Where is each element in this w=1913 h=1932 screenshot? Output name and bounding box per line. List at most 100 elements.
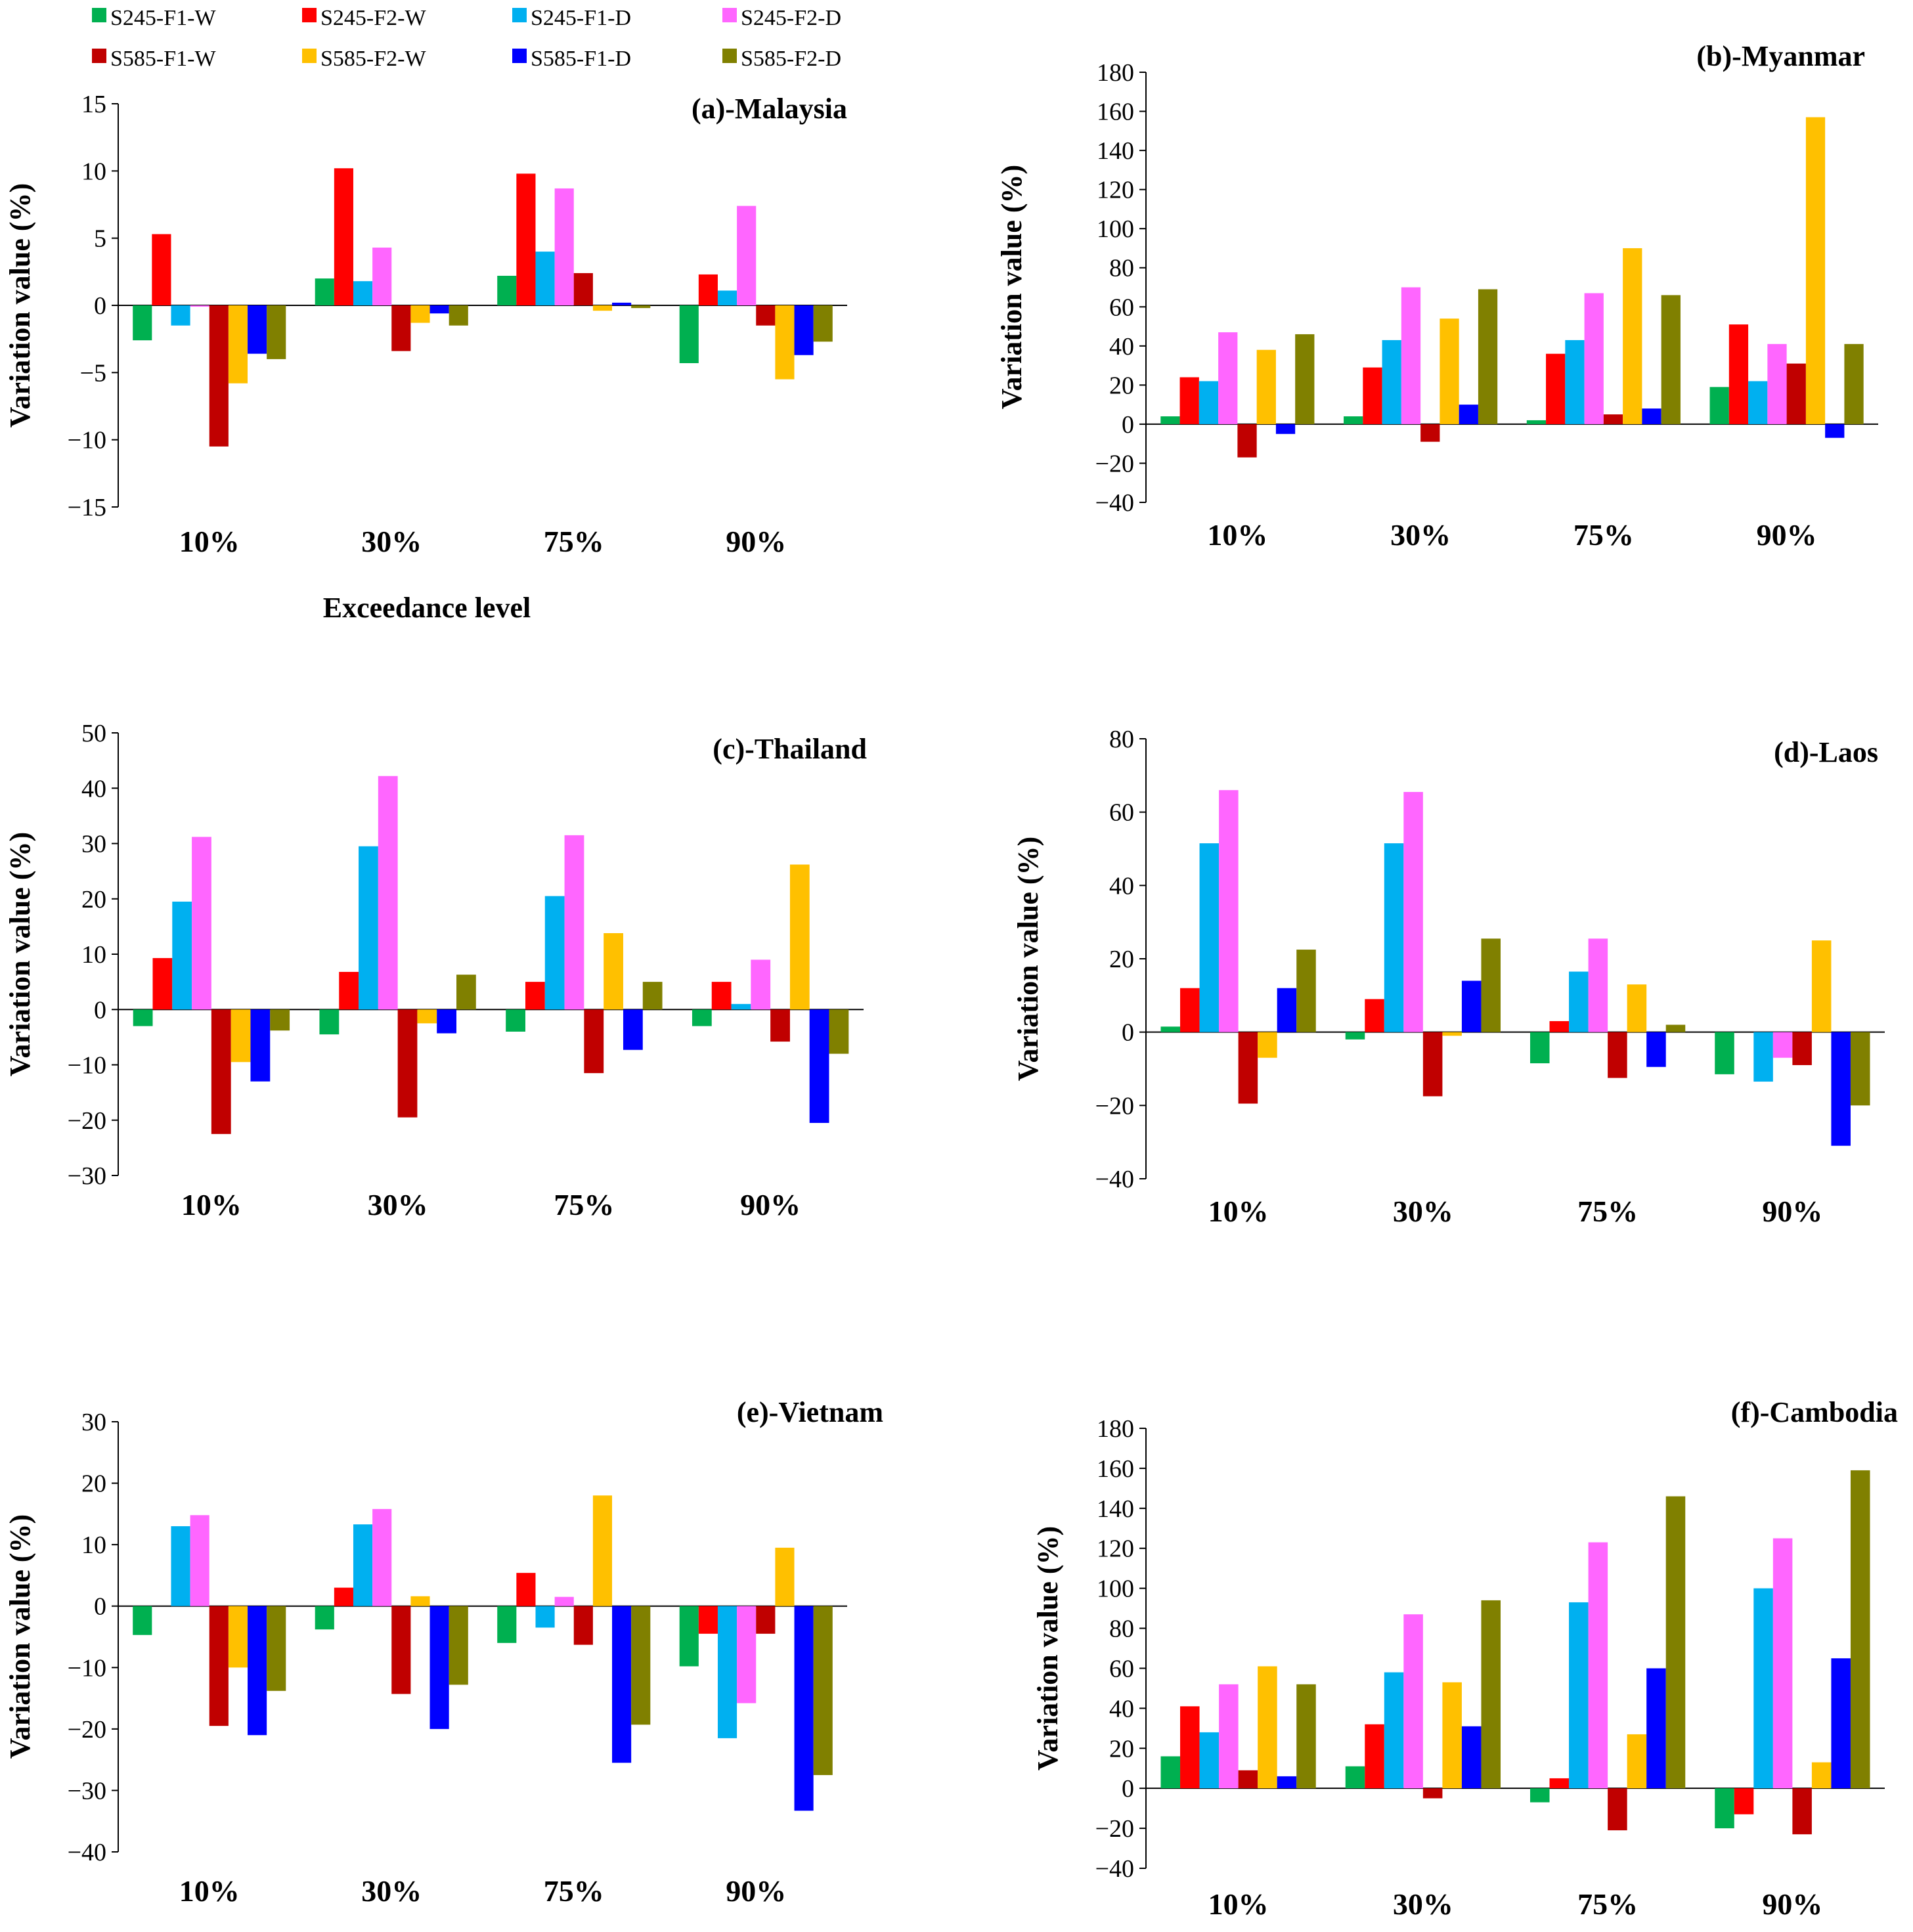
bar-s245-f2-d-30pct — [1403, 1614, 1423, 1789]
legend-swatch — [302, 8, 317, 22]
bar-s585-f1-d-90pct — [794, 305, 814, 355]
bar-s585-f2-d-10pct — [1296, 1684, 1316, 1789]
bar-s585-f2-w-30pct — [410, 1596, 430, 1606]
bar-s585-f2-d-75pct — [1665, 1024, 1686, 1032]
bar-s245-f2-w-30pct — [339, 971, 359, 1010]
bar-s245-f2-w-75pct — [516, 1573, 536, 1606]
bar-s585-f2-d-75pct — [631, 1606, 651, 1725]
x-tick-label: 30% — [1393, 1887, 1453, 1921]
bar-s585-f1-d-75pct — [612, 1606, 632, 1763]
chart-panel-5: −40 −30 −20 −10 0 10 20 30 10% 30% 75% 90% (e)-Vietn… — [4, 1396, 883, 1908]
x-tick-label: 75% — [1577, 1887, 1638, 1921]
y-axis-label: Variation value (%) — [1012, 837, 1044, 1081]
chart-title: (d)-Laos — [1774, 736, 1878, 768]
y-axis-label: Variation value (%) — [996, 165, 1028, 409]
bar-s585-f2-d-75pct — [642, 982, 663, 1010]
bar-s245-f2-d-90pct — [737, 1606, 757, 1703]
bar-s245-f1-d-30pct — [1384, 843, 1404, 1032]
bar-s245-f1-d-75pct — [1569, 1602, 1589, 1789]
y-tick-label: −10 — [68, 427, 106, 454]
bar-s245-f1-d-75pct — [535, 1606, 555, 1628]
chart-title: (c)-Thailand — [713, 733, 867, 765]
y-tick-label: −15 — [68, 494, 106, 521]
bar-s245-f2-w-10pct — [152, 234, 171, 305]
bar-s245-f1-w-30pct — [315, 278, 334, 305]
x-tick-label: 75% — [1573, 518, 1634, 552]
bar-s585-f1-w-90pct — [1786, 363, 1806, 424]
bar-s245-f1-d-90pct — [717, 1606, 737, 1738]
bar-s585-f1-w-90pct — [756, 305, 776, 326]
x-tick-label: 90% — [1762, 1887, 1822, 1921]
bar-s245-f2-w-30pct — [1365, 999, 1384, 1032]
y-tick-label: 20 — [81, 1470, 106, 1498]
chart-title: (f)-Cambodia — [1731, 1396, 1898, 1428]
x-tick-label: 75% — [544, 525, 604, 558]
bar-s245-f2-d-90pct — [737, 206, 757, 305]
bar-s585-f2-d-30pct — [1481, 1600, 1501, 1789]
bar-s585-f2-d-90pct — [1844, 343, 1864, 424]
y-tick-label: 20 — [1109, 1735, 1134, 1763]
bar-s245-f2-d-30pct — [372, 1508, 392, 1606]
x-tick-label: 75% — [554, 1188, 614, 1221]
bar-s245-f2-d-90pct — [1772, 1538, 1793, 1789]
bar-s245-f2-w-75pct — [1546, 353, 1566, 424]
bar-s585-f1-d-30pct — [1461, 980, 1482, 1032]
legend-item-s585-f2-d: S585-F2-D — [722, 47, 841, 71]
y-tick-label: −30 — [68, 1777, 106, 1805]
bar-s245-f2-d-90pct — [1772, 1032, 1793, 1058]
chart-panel-3: −30 −20 −10 0 10 20 30 40 50 10% 30% 75% 90% (c)-Thai… — [4, 720, 867, 1221]
bar-s585-f2-w-10pct — [231, 1009, 251, 1063]
bar-s585-f2-w-10pct — [1258, 1032, 1277, 1058]
x-tick-label: 10% — [1208, 1887, 1269, 1921]
bar-s585-f1-d-75pct — [612, 302, 632, 305]
bar-s585-f1-w-75pct — [584, 1009, 604, 1074]
bar-s245-f1-w-30pct — [1345, 1766, 1365, 1789]
bar-s245-f2-d-75pct — [554, 188, 574, 305]
x-tick-label: 75% — [544, 1874, 604, 1908]
y-tick-label: 160 — [1097, 99, 1134, 126]
bar-s245-f1-w-90pct — [692, 1009, 712, 1026]
bar-s585-f1-d-10pct — [250, 1009, 271, 1082]
y-tick-label: 30 — [81, 1409, 106, 1436]
legend-label: S245-F1-D — [531, 6, 631, 30]
y-tick-label: 120 — [1097, 177, 1134, 204]
x-tick-label: 75% — [1577, 1195, 1638, 1228]
bar-s585-f2-d-75pct — [1665, 1496, 1686, 1789]
bar-s585-f1-d-10pct — [1277, 988, 1297, 1032]
bar-s585-f1-w-30pct — [391, 1606, 411, 1694]
bar-s585-f2-w-10pct — [228, 305, 248, 384]
bar-s585-f1-d-90pct — [794, 1606, 814, 1811]
bar-s245-f1-w-10pct — [133, 1009, 153, 1026]
x-tick-label: 10% — [179, 1874, 240, 1908]
y-tick-label: −10 — [68, 1654, 106, 1682]
legend-label: S245-F1-W — [110, 6, 216, 30]
y-tick-label: 0 — [1122, 1775, 1134, 1803]
x-tick-label: 10% — [1208, 1195, 1269, 1228]
bar-s585-f2-w-75pct — [604, 933, 623, 1010]
y-tick-label: 5 — [94, 225, 106, 253]
bar-s585-f2-w-90pct — [1811, 1762, 1832, 1789]
legend-label: S585-F2-D — [741, 47, 841, 71]
bar-s585-f2-w-75pct — [592, 305, 613, 311]
bar-s585-f1-w-30pct — [397, 1009, 418, 1118]
bar-s245-f1-w-10pct — [133, 1606, 152, 1635]
bar-s245-f1-w-75pct — [497, 1606, 517, 1643]
bar-s245-f1-d-75pct — [535, 252, 555, 305]
y-tick-label: 180 — [1097, 1415, 1134, 1443]
bar-s245-f2-d-30pct — [378, 776, 398, 1010]
bar-s585-f1-w-30pct — [1422, 1032, 1443, 1097]
bar-s245-f1-w-30pct — [319, 1009, 340, 1035]
y-tick-label: 80 — [1109, 726, 1134, 753]
y-axis-label: Variation value (%) — [1032, 1526, 1064, 1770]
x-tick-label: 30% — [361, 525, 422, 558]
legend-label: S585-F2-W — [320, 47, 426, 71]
bar-s585-f2-w-90pct — [1805, 117, 1826, 424]
x-tick-label: 90% — [1757, 518, 1817, 552]
y-tick-label: 100 — [1097, 215, 1134, 243]
bar-s245-f1-d-30pct — [1384, 1672, 1404, 1789]
bar-s585-f1-w-30pct — [391, 305, 411, 351]
bar-s585-f2-w-10pct — [1258, 1666, 1277, 1789]
x-tick-label: 90% — [726, 1874, 786, 1908]
bar-s585-f2-d-10pct — [1295, 334, 1315, 424]
